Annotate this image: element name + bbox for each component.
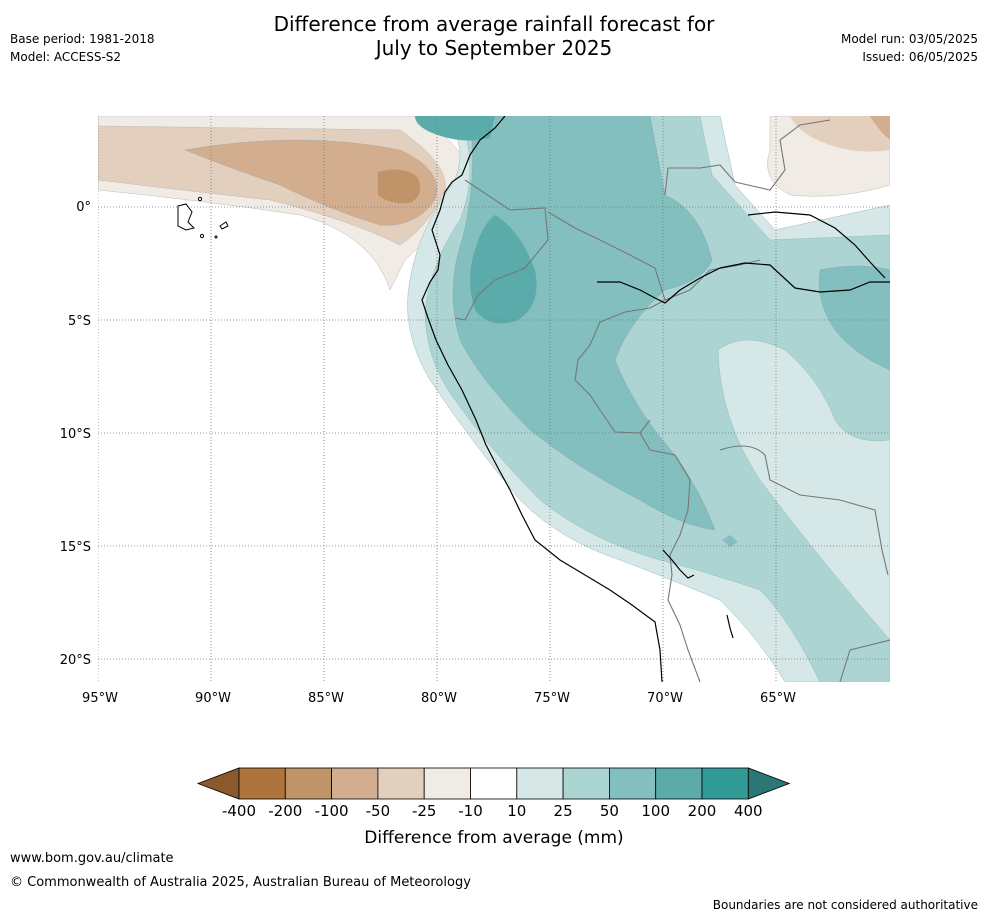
colorbar-tick-label: -25	[412, 802, 437, 820]
colorbar-tick-label: 200	[688, 802, 717, 820]
colorbar-tick-label: -50	[366, 802, 391, 820]
model-name: Model: ACCESS-S2	[10, 50, 122, 64]
title-line-2: July to September 2025	[375, 36, 613, 60]
lon-label-65w: 65°W	[760, 691, 796, 706]
rio-negro	[747, 211, 886, 279]
footer-copyright: © Commonwealth of Australia 2025, Austra…	[10, 875, 471, 890]
national-boundaries	[454, 119, 890, 682]
colorbar-tick-label: -400	[222, 802, 256, 820]
galapagos-islands	[177, 196, 229, 239]
colorbar-swatch	[701, 767, 749, 800]
colorbar-tick-label: 50	[600, 802, 619, 820]
lat-label-5s: 5°S	[68, 314, 91, 329]
lat-label-20s: 20°S	[60, 653, 91, 668]
lat-label-15s: 15°S	[60, 540, 91, 555]
colorbar-swatch	[655, 767, 703, 800]
colorbar-swatch	[377, 767, 425, 800]
colorbar-tick-label: 100	[641, 802, 670, 820]
gridlines	[98, 116, 890, 682]
colorbar-swatch	[609, 767, 657, 800]
colorbar-tick-label: -200	[268, 802, 302, 820]
colorbar-swatch	[284, 767, 332, 800]
colorbar-tick-label: 10	[507, 802, 526, 820]
lon-label-80w: 80°W	[421, 691, 457, 706]
lon-label-70w: 70°W	[647, 691, 683, 706]
metadata-right: Model run: 03/05/2025 Issued: 06/05/2025	[841, 30, 978, 66]
colorbar-swatches	[196, 767, 791, 800]
lat-label-0: 0°	[76, 200, 91, 215]
lon-label-90w: 90°W	[195, 691, 231, 706]
issued-date: Issued: 06/05/2025	[862, 50, 978, 64]
lon-label-75w: 75°W	[534, 691, 570, 706]
colorbar-extend-high	[747, 767, 791, 800]
lon-label-95w: 95°W	[82, 691, 118, 706]
pacific-coastline	[421, 116, 663, 682]
lon-label-85w: 85°W	[308, 691, 344, 706]
lat-label-10s: 10°S	[60, 427, 91, 442]
footer-url: www.bom.gov.au/climate	[10, 851, 174, 866]
colorbar-extend-low	[196, 767, 240, 800]
model-run: Model run: 03/05/2025	[840, 32, 978, 46]
colorbar-swatch	[562, 767, 610, 800]
map-title: Difference from average rainfall forecas…	[0, 12, 988, 60]
title-line-1: Difference from average rainfall forecas…	[273, 12, 715, 36]
footer-note: Boundaries are not considered authoritat…	[712, 898, 978, 912]
wet-anomaly-region	[407, 116, 890, 682]
colorbar-tick-label: -10	[458, 802, 483, 820]
lake-titicaca	[662, 549, 695, 579]
colorbar-swatch	[423, 767, 471, 800]
latitude-labels: 0° 5°S 10°S 15°S 20°S	[60, 200, 91, 668]
dry-anomaly-region	[98, 116, 890, 291]
colorbar-tick-label: -100	[315, 802, 349, 820]
colorbar-title: Difference from average (mm)	[364, 828, 623, 848]
longitude-labels: 95°W 90°W 85°W 80°W 75°W 70°W 65°W	[82, 691, 796, 706]
colorbar-swatch	[516, 767, 564, 800]
base-period: Base period: 1981-2018	[10, 32, 155, 46]
colorbar-swatch	[470, 767, 518, 800]
colorbar-swatch	[238, 767, 286, 800]
river-south	[726, 614, 734, 639]
colorbar-legend: -400 -200 -100 -50 -25 -10 10 25 50 100 200 400 Dif…	[196, 767, 791, 848]
metadata-left: Base period: 1981-2018 Model: ACCESS-S2	[10, 30, 155, 66]
colorbar-tick-label: 400	[734, 802, 763, 820]
colorbar-swatch	[331, 767, 379, 800]
colorbar-tick-labels: -400 -200 -100 -50 -25 -10 10 25 50 100 200 400	[222, 802, 763, 820]
amazon-river	[597, 262, 890, 304]
coastlines	[421, 116, 890, 682]
colorbar-tick-label: 25	[554, 802, 573, 820]
map-area	[98, 116, 890, 682]
